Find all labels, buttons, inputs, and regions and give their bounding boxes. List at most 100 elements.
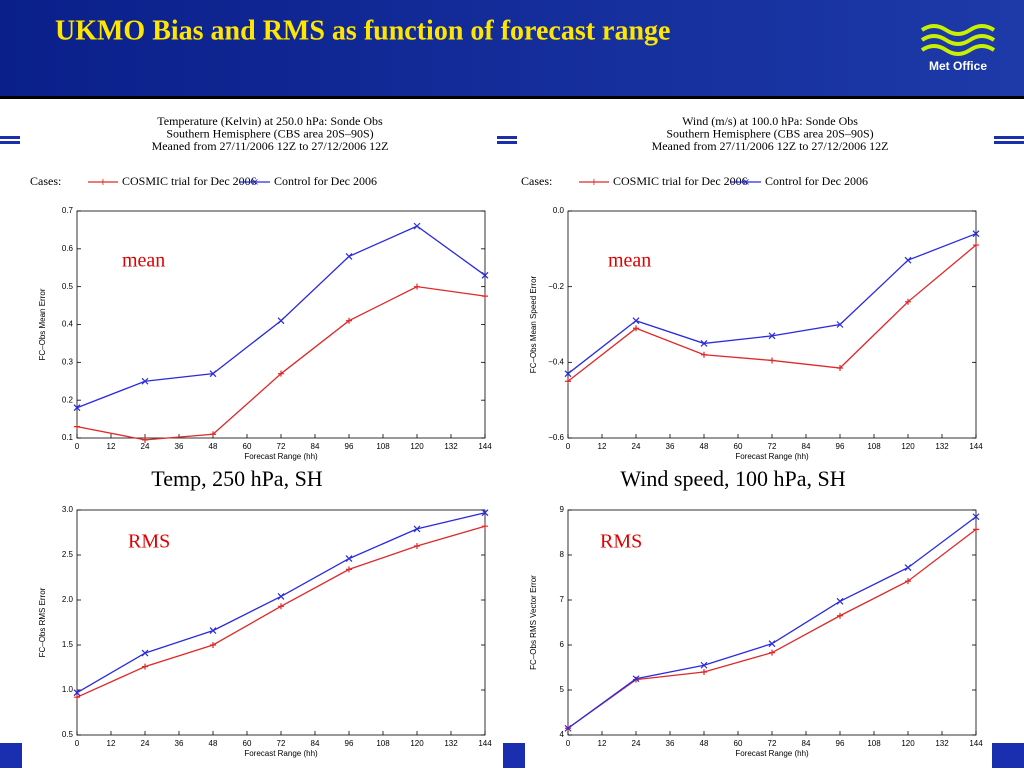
slide-title: UKMO Bias and RMS as function of forecas…	[55, 15, 670, 46]
data-point	[972, 230, 980, 238]
x-tick-label: 72	[768, 442, 777, 451]
data-point	[973, 242, 979, 249]
x-tick-label: 84	[802, 739, 811, 748]
data-point	[345, 252, 353, 260]
x-axis-label: Forecast Range (hh)	[244, 749, 318, 758]
chart-title: Meaned from 27/11/2006 12Z to 27/12/2006…	[152, 139, 389, 153]
data-point	[210, 431, 216, 438]
y-tick-label: −0.4	[548, 357, 564, 366]
y-tick-label: 5	[560, 685, 565, 694]
x-tick-label: 0	[75, 739, 80, 748]
x-tick-label: 132	[935, 442, 949, 451]
data-point	[836, 597, 844, 605]
x-tick-label: 132	[444, 442, 458, 451]
x-axis-label: Forecast Range (hh)	[735, 452, 809, 461]
x-tick-label: 96	[836, 442, 845, 451]
x-tick-label: 60	[243, 739, 252, 748]
data-point	[209, 370, 217, 378]
data-line	[567, 528, 977, 729]
y-tick-label: 9	[560, 505, 565, 514]
x-tick-label: 48	[209, 739, 218, 748]
data-point	[564, 370, 572, 378]
data-point	[73, 689, 81, 697]
y-tick-label: 2.0	[62, 595, 74, 604]
x-tick-label: 36	[666, 739, 675, 748]
y-tick-label: 0.1	[62, 433, 74, 442]
x-tick-label: 0	[566, 739, 571, 748]
x-tick-label: 144	[969, 739, 983, 748]
x-tick-label: 72	[277, 442, 286, 451]
data-point	[414, 543, 420, 549]
data-point	[481, 271, 489, 279]
data-line	[76, 285, 486, 441]
plot-frame	[567, 210, 977, 439]
data-point	[973, 526, 979, 533]
data-point	[482, 293, 488, 300]
data-point	[565, 378, 571, 385]
x-tick-label: 36	[175, 442, 184, 451]
y-axis-label: FC–Obs Mean Speed Error	[529, 275, 538, 373]
decor	[0, 136, 1024, 768]
data-point	[141, 649, 149, 657]
x-tick-label: 36	[666, 442, 675, 451]
x-tick-label: 0	[75, 442, 80, 451]
x-tick-label: 144	[969, 442, 983, 451]
legend-marker: +	[590, 177, 598, 188]
data-point	[277, 592, 285, 600]
x-tick-label: 84	[311, 442, 320, 451]
x-tick-label: 60	[243, 442, 252, 451]
x-tick-label: 24	[632, 739, 641, 748]
annotation: mean	[122, 250, 165, 272]
data-point	[209, 627, 217, 635]
x-tick-label: 12	[107, 739, 116, 748]
data-point	[768, 640, 776, 648]
x-tick-label: 84	[802, 442, 811, 451]
x-tick-label: 120	[901, 442, 915, 451]
logo-text: Met Office	[929, 59, 987, 73]
x-tick-label: 120	[410, 739, 424, 748]
x-tick-label: 24	[141, 739, 150, 748]
logo-waves	[920, 24, 996, 56]
x-tick-label: 24	[632, 442, 641, 451]
y-tick-label: 4	[560, 730, 565, 739]
data-point	[837, 612, 843, 619]
data-point	[633, 325, 639, 332]
x-tick-label: 36	[175, 739, 184, 748]
data-point	[904, 256, 912, 264]
x-tick-label: 132	[935, 739, 949, 748]
x-axis-label: Forecast Range (hh)	[735, 749, 809, 758]
x-tick-label: 48	[700, 442, 709, 451]
chart-title: Wind (m/s) at 100.0 hPa: Sonde Obs	[682, 114, 858, 128]
x-tick-label: 108	[376, 739, 390, 748]
y-tick-label: 0.6	[62, 244, 74, 253]
data-point	[836, 321, 844, 328]
data-point	[210, 642, 216, 648]
legend-marker: +	[99, 177, 107, 188]
data-point	[142, 663, 148, 670]
x-tick-label: 108	[867, 442, 881, 451]
y-tick-label: 1.0	[62, 685, 74, 694]
y-tick-label: −0.6	[548, 433, 564, 442]
data-point	[278, 370, 284, 377]
x-tick-label: 72	[768, 739, 777, 748]
data-point	[73, 404, 81, 412]
data-point	[345, 555, 353, 563]
y-tick-label: 2.5	[62, 550, 74, 559]
x-tick-label: 12	[107, 442, 116, 451]
data-point	[414, 283, 420, 290]
y-tick-label: 0.3	[62, 357, 74, 366]
legend-entry: COSMIC trial for Dec 2006	[613, 174, 748, 188]
data-point	[768, 332, 776, 340]
data-point	[142, 436, 148, 443]
legend-marker: ×	[251, 177, 259, 188]
y-axis-label: FC–Obs Mean Error	[38, 288, 47, 360]
data-point	[413, 525, 421, 533]
data-point	[905, 298, 911, 305]
y-tick-label: 1.5	[62, 640, 74, 649]
data-point	[277, 317, 285, 325]
chart-title: Meaned from 27/11/2006 12Z to 27/12/2006…	[652, 139, 889, 153]
data-point	[481, 509, 489, 517]
data-point	[632, 317, 640, 325]
x-tick-label: 60	[734, 442, 743, 451]
